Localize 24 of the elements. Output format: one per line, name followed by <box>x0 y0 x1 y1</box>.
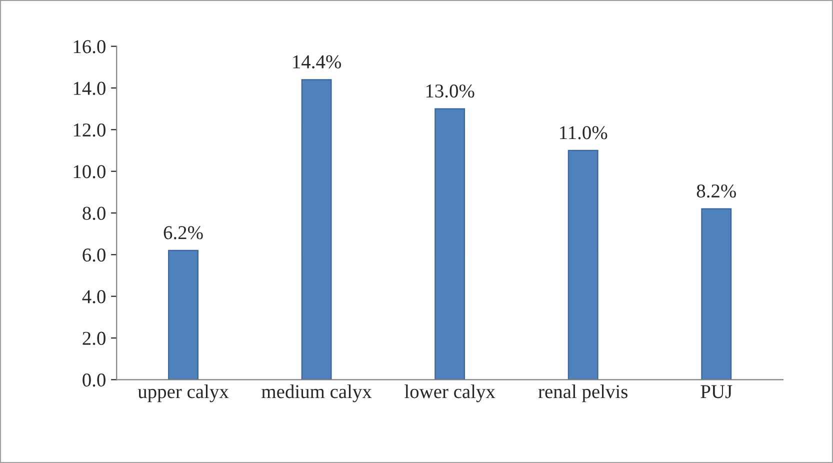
bar <box>568 150 598 380</box>
x-tick-label: lower calyx <box>404 384 496 402</box>
y-tick-label: 8.0 <box>82 206 106 220</box>
x-tick-label: medium calyx <box>262 384 372 402</box>
y-tick-label: 14.0 <box>74 82 106 95</box>
data-label: 11.0% <box>560 126 608 140</box>
y-tick-label: 6.0 <box>82 248 106 262</box>
y-tick-label: 0.0 <box>82 373 106 387</box>
bar <box>168 250 198 380</box>
y-tick-label: 16.0 <box>74 40 106 54</box>
x-tick-label: upper calyx <box>138 384 229 402</box>
y-tick-label: 10.0 <box>74 165 106 178</box>
data-label: 14.4% <box>293 55 341 68</box>
y-tick-label: 12.0 <box>74 123 106 137</box>
bar <box>434 108 466 380</box>
y-tick-label: 4.0 <box>82 290 106 304</box>
bar <box>301 79 332 380</box>
data-label: 8.2% <box>696 184 736 198</box>
x-tick-label: renal pelvis <box>538 384 628 402</box>
y-tick-label: 2.0 <box>82 332 106 346</box>
bar <box>701 208 732 380</box>
x-tick-label: PUJ <box>700 385 732 398</box>
data-label: 13.0% <box>426 84 474 98</box>
data-label: 6.2% <box>164 226 203 240</box>
